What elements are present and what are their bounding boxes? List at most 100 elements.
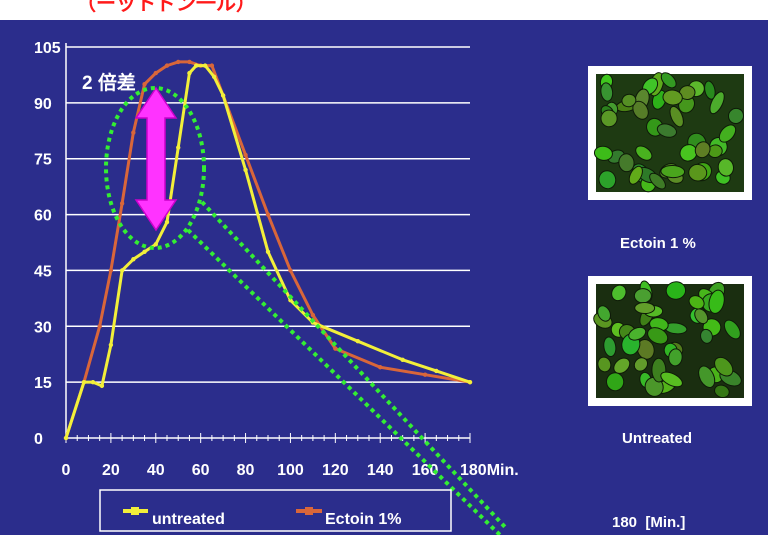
data-point — [243, 167, 248, 173]
data-point — [176, 145, 181, 150]
data-point — [63, 435, 69, 441]
legend: untreated Ectoin 1% — [99, 489, 452, 532]
data-point — [355, 338, 360, 344]
header-title-fragment: （ーットドン一ル） — [76, 0, 256, 15]
cell-shape — [660, 371, 683, 388]
data-point — [211, 74, 217, 79]
time-label: 180 [Min.] — [612, 514, 685, 531]
data-point — [220, 93, 226, 98]
x-tick-label: 120 — [322, 462, 349, 479]
cell-shape — [723, 319, 741, 340]
cell-shape — [665, 281, 687, 300]
image-caption: Ectoin 1 % — [620, 235, 696, 252]
annotation-label: 2 倍差 — [82, 71, 136, 94]
cell-shape — [633, 357, 649, 372]
legend-label-untreated: untreated — [152, 511, 225, 528]
y-tick-label: 75 — [34, 152, 52, 169]
data-point — [265, 212, 271, 217]
y-tick-label: 45 — [34, 263, 52, 280]
x-tick-label: 140 — [367, 462, 394, 479]
x-tick-label: 20 — [102, 462, 120, 479]
highlight-leader-line-2 — [200, 200, 507, 529]
series-line-untreated — [64, 64, 472, 440]
data-point — [131, 130, 136, 135]
cell-shape — [714, 356, 734, 377]
cell-shape — [628, 165, 643, 185]
data-point — [176, 59, 181, 65]
cell-shape — [636, 338, 655, 360]
cell-shape — [606, 372, 625, 392]
cell-shape — [598, 170, 617, 190]
cell-shape — [628, 326, 647, 341]
cell-shape — [708, 289, 725, 314]
data-point — [153, 242, 158, 247]
data-point — [187, 70, 192, 76]
data-point — [90, 379, 96, 385]
cell-shape — [694, 308, 709, 325]
x-tick-label: 40 — [147, 462, 165, 479]
data-point — [81, 379, 87, 385]
cell-shape — [597, 305, 611, 322]
header-strip — [0, 0, 768, 20]
cell-shape — [635, 145, 653, 161]
cell-pattern — [593, 280, 742, 399]
data-point — [288, 268, 293, 273]
cell-shape — [618, 153, 635, 173]
cell-shape — [709, 91, 725, 115]
x-tick-label: 180Min. — [460, 462, 519, 479]
chart-gridlines — [65, 43, 470, 438]
x-tick-label: 80 — [237, 462, 255, 479]
y-tick-label: 0 — [34, 431, 43, 448]
data-point — [202, 63, 208, 68]
data-point — [333, 346, 338, 351]
data-point — [209, 63, 215, 68]
data-point — [434, 368, 439, 374]
y-tick-label: 15 — [34, 375, 52, 392]
data-point — [288, 298, 293, 303]
x-tick-label: 0 — [62, 462, 71, 479]
cell-shape — [714, 384, 730, 399]
data-point — [131, 257, 136, 262]
data-point — [467, 379, 473, 385]
data-point — [164, 219, 170, 225]
x-tick-label: 60 — [192, 462, 210, 479]
cell-shape — [633, 288, 652, 304]
cell-shape — [717, 158, 734, 177]
cell-shape — [656, 123, 677, 138]
cell-shape — [688, 295, 705, 310]
y-tick-label: 90 — [34, 96, 52, 113]
highlight-circle — [104, 86, 206, 250]
data-point — [164, 63, 170, 68]
data-point — [193, 63, 199, 68]
cell-shape — [593, 145, 613, 161]
cell-shape — [649, 172, 666, 190]
data-point — [243, 152, 248, 158]
cell-shape — [660, 72, 677, 89]
data-point — [97, 324, 102, 329]
cell-shape — [611, 284, 627, 302]
legend-marker-ectoin — [305, 507, 313, 515]
cell-shape — [727, 107, 744, 125]
cell-shape — [698, 365, 716, 388]
data-point — [378, 365, 383, 370]
data-point — [108, 268, 114, 273]
legend-label-ectoin: Ectoin 1% — [325, 511, 401, 528]
y-axis-tick-labels: 0 15 30 45 60 75 90 105 — [34, 40, 61, 448]
data-point — [142, 82, 147, 87]
highlight-leader-line — [186, 228, 502, 535]
x-axis-tick-labels: 0 20 40 60 80 100 120 140 160 180Min. — [62, 462, 519, 479]
cell-shape — [660, 164, 686, 179]
data-point — [108, 342, 114, 348]
data-point — [422, 372, 428, 377]
x-tick-label: 100 — [277, 462, 304, 479]
y-tick-label: 105 — [34, 40, 61, 57]
data-point — [400, 357, 405, 362]
data-point — [153, 70, 158, 76]
cell-shape — [647, 327, 669, 345]
data-point — [187, 59, 192, 65]
cell-shape — [613, 357, 631, 374]
data-point — [99, 383, 105, 389]
data-point — [310, 312, 316, 318]
image-panel-untreated: Untreated — [588, 276, 752, 447]
cell-shape — [600, 82, 614, 102]
